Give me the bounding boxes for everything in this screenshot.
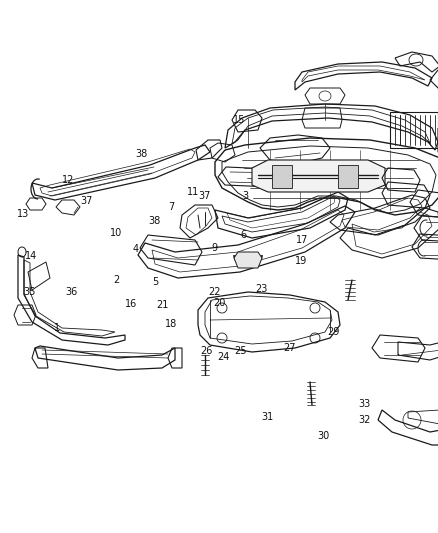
Polygon shape [234, 252, 262, 268]
Text: 35: 35 [24, 287, 36, 297]
Text: 11: 11 [187, 187, 199, 197]
Text: 38: 38 [135, 149, 147, 158]
Text: 5: 5 [152, 278, 159, 287]
Text: 37: 37 [199, 191, 211, 201]
Text: 33: 33 [358, 399, 371, 409]
Text: 16: 16 [125, 299, 138, 309]
Polygon shape [252, 160, 385, 192]
Text: 19: 19 [295, 256, 307, 266]
Text: 20: 20 [213, 298, 225, 308]
Text: 37: 37 [81, 197, 93, 206]
Polygon shape [338, 165, 358, 188]
Text: 4: 4 [133, 245, 139, 254]
Text: 3: 3 [242, 191, 248, 201]
Text: 24: 24 [217, 352, 230, 362]
Text: 18: 18 [165, 319, 177, 329]
Text: 25: 25 [234, 346, 246, 356]
Text: 31: 31 [261, 412, 273, 422]
Text: 1: 1 [54, 323, 60, 333]
Polygon shape [272, 165, 292, 188]
Text: 23: 23 [256, 284, 268, 294]
Text: 27: 27 [283, 343, 295, 352]
Text: 29: 29 [328, 327, 340, 336]
Text: 6: 6 [240, 230, 246, 239]
Text: 36: 36 [65, 287, 77, 297]
Text: 12: 12 [62, 175, 74, 185]
Text: 7: 7 [168, 202, 174, 212]
Text: 10: 10 [110, 229, 122, 238]
Text: 38: 38 [148, 216, 160, 226]
Text: 26: 26 [201, 346, 213, 356]
Text: 13: 13 [17, 209, 29, 219]
Text: 32: 32 [358, 415, 371, 425]
Text: 9: 9 [212, 243, 218, 253]
Text: 2: 2 [113, 275, 119, 285]
Text: 14: 14 [25, 251, 38, 261]
Text: 15: 15 [233, 115, 245, 125]
Text: 21: 21 [156, 300, 168, 310]
Text: 22: 22 [208, 287, 221, 297]
Text: 30: 30 [317, 431, 329, 441]
Text: 17: 17 [296, 235, 308, 245]
